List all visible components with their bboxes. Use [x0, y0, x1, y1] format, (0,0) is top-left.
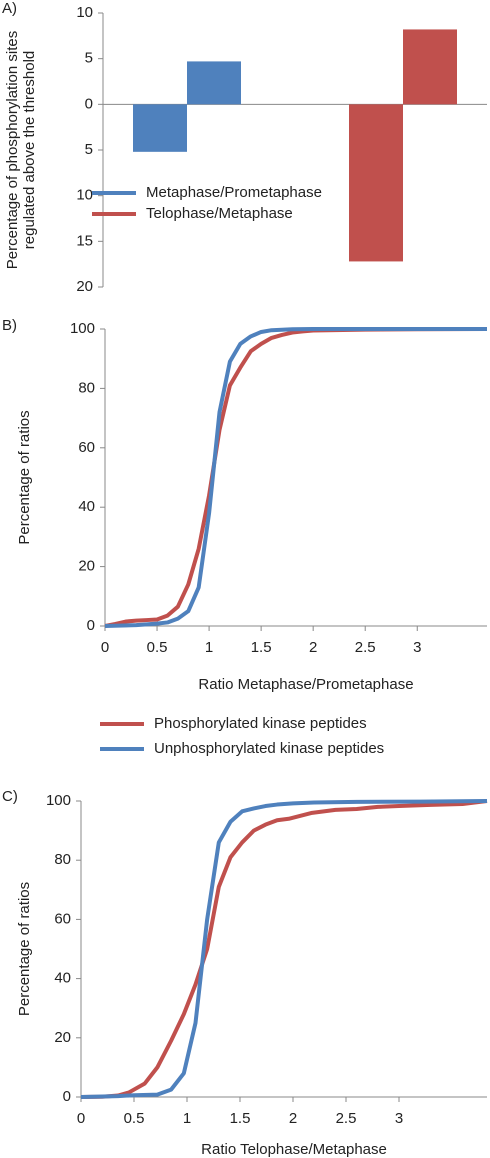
y-axis-label: regulated above the threshold: [21, 51, 38, 249]
x-tick-label: 1: [183, 1110, 191, 1127]
x-tick-label: 2.5: [336, 1110, 357, 1127]
x-tick-label: 3: [413, 639, 421, 656]
x-tick-label: 1.5: [251, 639, 272, 656]
y-tick-label: 20: [54, 1029, 71, 1046]
y-axis-label: Percentage of phosphorylation sites: [4, 31, 21, 269]
x-tick-label: 1: [205, 639, 213, 656]
y-tick-label: 0: [85, 95, 93, 112]
y-tick-label: 5: [85, 141, 93, 158]
y-axis-label: Percentage of ratios: [16, 410, 33, 544]
bar: [133, 104, 187, 152]
line-series: [80, 799, 488, 1099]
bar: [187, 61, 241, 105]
legend-label: Metaphase/Prometaphase: [146, 184, 322, 201]
x-tick-label: 2: [309, 639, 317, 656]
x-tick-label: 0: [77, 1110, 85, 1127]
x-tick-label: 0: [101, 639, 109, 656]
y-tick-label: 40: [78, 498, 95, 515]
x-axis-label: Ratio Telophase/Metaphase: [201, 1141, 387, 1158]
x-tick-label: 3: [395, 1110, 403, 1127]
legend-label: Telophase/Metaphase: [146, 205, 293, 222]
y-tick-label: 100: [46, 792, 71, 809]
y-tick-label: 80: [78, 379, 95, 396]
x-axis-label: Ratio Metaphase/Prometaphase: [198, 676, 413, 693]
y-tick-label: 0: [87, 617, 95, 634]
x-tick-label: 0.5: [124, 1110, 145, 1127]
y-tick-label: 40: [54, 970, 71, 987]
bar: [349, 104, 403, 262]
y-tick-label: 0: [63, 1088, 71, 1105]
y-tick-label: 80: [54, 851, 71, 868]
legend-label: Unphosphorylated kinase peptides: [154, 740, 384, 757]
y-axis-label: Percentage of ratios: [16, 882, 33, 1016]
y-tick-label: 20: [78, 558, 95, 575]
panel-label: A): [2, 0, 17, 17]
y-tick-label: 60: [54, 910, 71, 927]
legend-label: Phosphorylated kinase peptides: [154, 715, 367, 732]
y-tick-label: 20: [76, 278, 93, 295]
x-tick-label: 0.5: [147, 639, 168, 656]
panel-label: B): [2, 317, 17, 334]
y-tick-label: 100: [70, 320, 95, 337]
panel-label: C): [2, 788, 18, 805]
x-tick-label: 2: [289, 1110, 297, 1127]
x-tick-label: 1.5: [230, 1110, 251, 1127]
y-tick-label: 10: [76, 4, 93, 21]
line-series: [80, 799, 488, 1099]
y-tick-label: 10: [76, 187, 93, 204]
line-series: [104, 327, 487, 628]
y-tick-label: 15: [76, 232, 93, 249]
x-tick-label: 2.5: [355, 639, 376, 656]
bar: [403, 29, 457, 105]
y-tick-label: 5: [85, 50, 93, 67]
line-series: [104, 327, 488, 628]
y-tick-label: 60: [78, 439, 95, 456]
